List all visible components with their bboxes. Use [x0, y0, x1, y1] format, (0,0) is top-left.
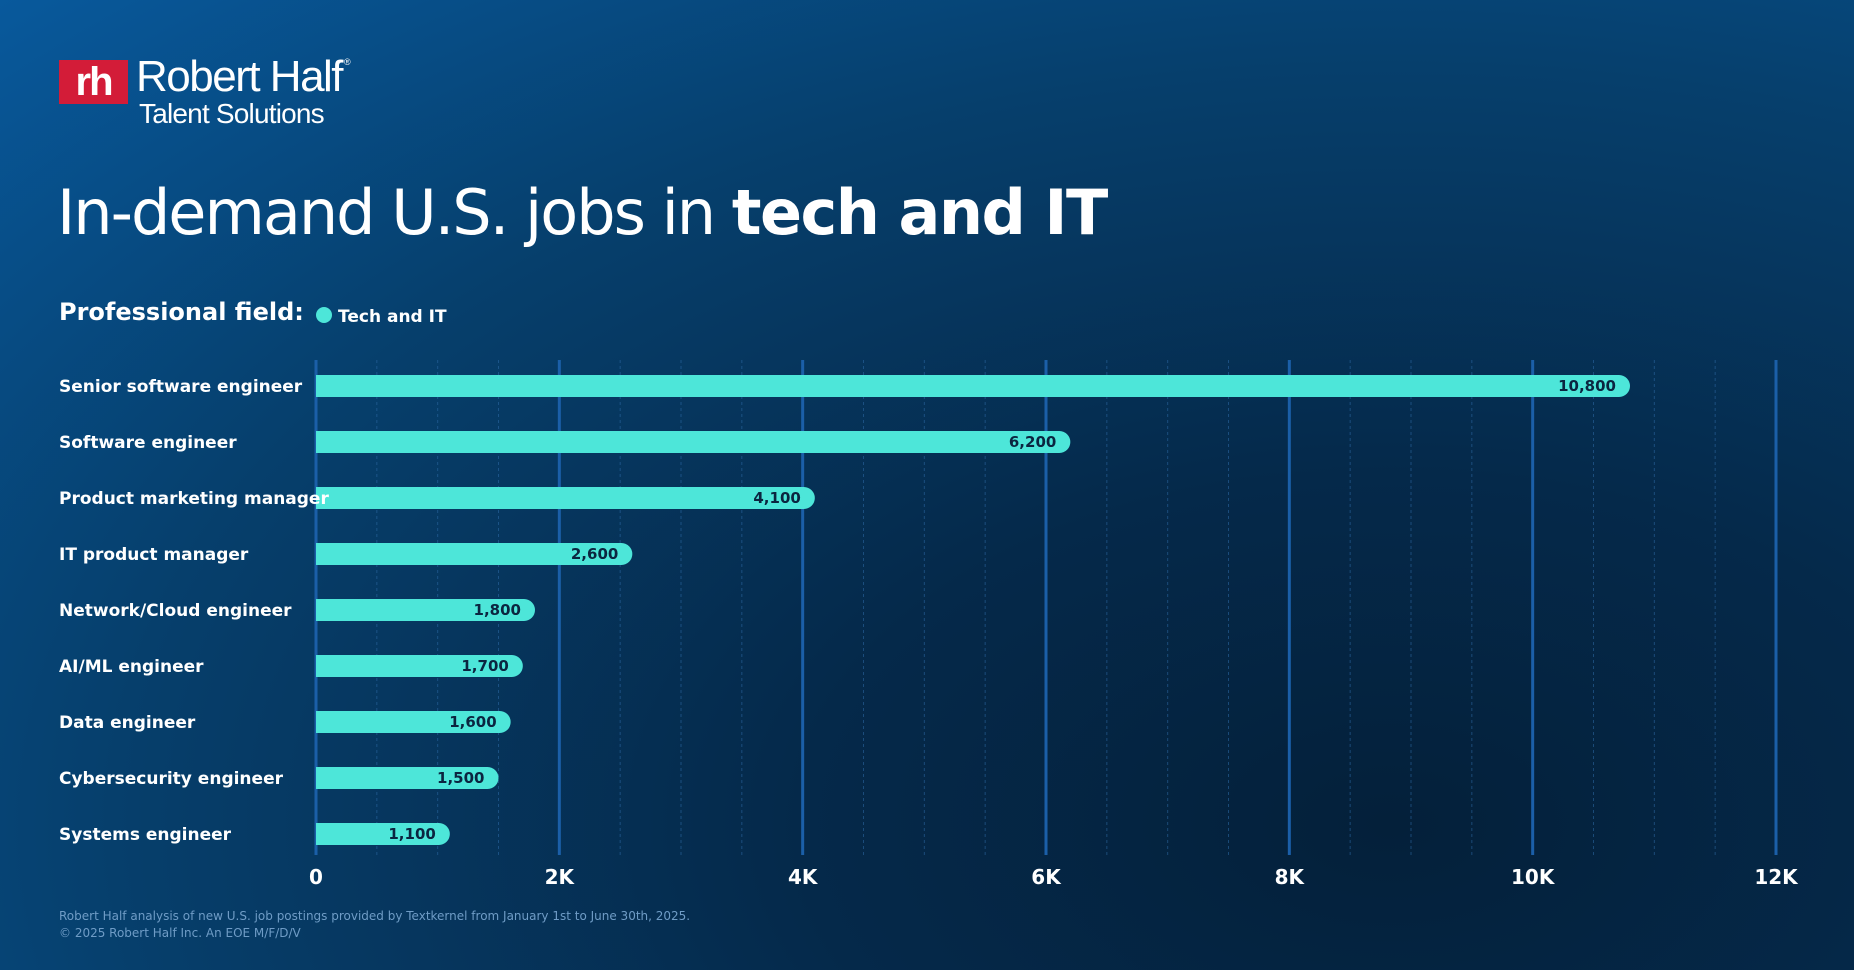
- footer-copyright: © 2025 Robert Half Inc. An EOE M/F/D/V: [59, 926, 301, 940]
- legend-item: Tech and IT: [316, 307, 447, 327]
- value-label: 1,700: [461, 657, 508, 675]
- bar: [316, 375, 1630, 397]
- x-tick-label: 12K: [1754, 865, 1799, 889]
- page-title: In-demand U.S. jobs in tech and IT: [57, 176, 1108, 249]
- category-label: Software engineer: [59, 433, 237, 453]
- category-label: Network/Cloud engineer: [59, 601, 292, 621]
- logo-subname: Talent Solutions: [139, 98, 325, 129]
- category-label: AI/ML engineer: [59, 657, 204, 677]
- value-label: 1,500: [437, 769, 484, 787]
- logo-mark: rh: [59, 60, 128, 104]
- bar: [316, 599, 535, 621]
- bar: [316, 487, 815, 509]
- logo-name: Robert Half ®: [136, 52, 351, 102]
- title-bold: tech and IT: [731, 176, 1108, 249]
- x-tick-label: 6K: [1031, 865, 1062, 889]
- bar: [316, 767, 499, 789]
- category-label: Systems engineer: [59, 825, 232, 845]
- x-tick-label: 4K: [788, 865, 819, 889]
- bar: [316, 543, 633, 565]
- bar-chart: 0 2K 4K 6K 8K 10K 12K Senior software engineer 1…: [59, 360, 1799, 889]
- bar: [316, 823, 450, 845]
- logo-name-text: Robert Half: [136, 52, 344, 101]
- x-tick-label: 2K: [545, 865, 576, 889]
- value-label: 4,100: [753, 489, 800, 507]
- x-tick-label: 10K: [1511, 865, 1556, 889]
- bar: [316, 711, 511, 733]
- bar: [316, 431, 1071, 453]
- legend-dot-icon: [316, 307, 332, 323]
- footer: Robert Half analysis of new U.S. job pos…: [59, 908, 690, 942]
- x-tick-label: 8K: [1275, 865, 1306, 889]
- value-label: 10,800: [1558, 377, 1616, 395]
- registered-mark: ®: [344, 57, 351, 67]
- category-label: Data engineer: [59, 713, 196, 733]
- value-label: 1,800: [474, 601, 521, 619]
- legend-title: Professional field:: [59, 298, 304, 326]
- footer-source: Robert Half analysis of new U.S. job pos…: [59, 909, 691, 923]
- value-label: 1,100: [388, 825, 435, 843]
- value-label: 1,600: [449, 713, 496, 731]
- category-label: Cybersecurity engineer: [59, 769, 284, 789]
- value-label: 6,200: [1009, 433, 1056, 451]
- x-tick-label: 0: [309, 865, 323, 889]
- title-prefix: In-demand U.S. jobs in: [57, 176, 732, 249]
- category-label: IT product manager: [59, 545, 249, 565]
- category-label: Senior software engineer: [59, 377, 303, 397]
- bar: [316, 655, 523, 677]
- value-label: 2,600: [571, 545, 618, 563]
- category-label: Product marketing manager: [59, 489, 329, 509]
- legend-item-label: Tech and IT: [338, 307, 447, 327]
